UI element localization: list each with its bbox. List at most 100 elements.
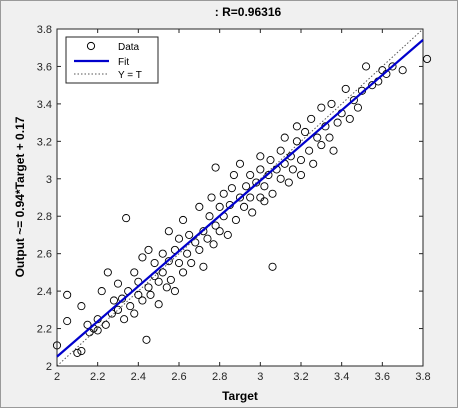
x-tick-label: 2.8 [212, 371, 227, 383]
data-point [423, 54, 432, 64]
y-tick-label: 3 [46, 174, 52, 186]
legend-data-label: Data [118, 42, 140, 53]
data-point [209, 240, 218, 249]
y-tick-label: 2.8 [37, 211, 52, 223]
data-point [205, 212, 214, 221]
data-point [317, 141, 326, 150]
data-point [309, 159, 318, 168]
data-point [327, 99, 336, 108]
x-tick-label: 3 [257, 371, 263, 383]
data-point [101, 320, 110, 329]
data-point [146, 290, 155, 299]
data-point [362, 62, 371, 71]
data-point [52, 341, 62, 350]
data-point [174, 234, 184, 243]
data-point [329, 146, 338, 155]
data-point [368, 81, 377, 90]
data-point [185, 230, 194, 239]
data-point [158, 268, 167, 277]
data-point [63, 317, 72, 326]
data-point [183, 249, 192, 258]
data-point [113, 279, 123, 288]
data-point [164, 227, 173, 236]
data-point [276, 146, 285, 155]
data-point [97, 287, 106, 296]
data-point [144, 283, 153, 292]
y-tick-label: 3.8 [37, 24, 52, 36]
data-point [73, 348, 82, 357]
data-point [164, 257, 173, 266]
data-point [268, 189, 277, 198]
data-point [77, 302, 86, 311]
data-point [120, 315, 129, 324]
legend-identity-label: Y = T [118, 70, 142, 81]
data-point [93, 326, 102, 335]
data-point [248, 208, 257, 217]
data-point [211, 221, 220, 230]
data-point [301, 127, 310, 137]
data-point [191, 238, 200, 247]
data-point [199, 262, 208, 271]
data-point [130, 268, 139, 277]
data-point [264, 170, 273, 180]
data-point [77, 346, 86, 356]
data-point [307, 114, 316, 123]
x-tick-label: 3.6 [375, 371, 390, 383]
data-point [215, 202, 224, 211]
data-point [195, 245, 204, 254]
data-point [313, 133, 322, 142]
data-point [166, 275, 175, 284]
data-point [398, 66, 407, 75]
data-point [229, 170, 238, 180]
data-point [158, 249, 167, 258]
data-point [284, 178, 293, 187]
data-point [266, 156, 275, 165]
x-tick-label: 3.8 [415, 371, 430, 383]
data-point [288, 165, 297, 174]
x-tick-label: 3.4 [334, 371, 349, 383]
data-point [215, 227, 224, 236]
data-point [353, 103, 362, 112]
x-tick-label: 2.6 [171, 371, 186, 383]
data-point [296, 156, 306, 165]
fit-line-layer [56, 39, 424, 358]
data-point [162, 283, 171, 292]
data-point [179, 215, 188, 225]
data-point [246, 193, 255, 202]
data-point [341, 84, 350, 93]
data-point [154, 277, 163, 286]
data-point [134, 290, 143, 299]
data-point [109, 296, 118, 305]
data-point [103, 268, 112, 277]
y-axis-ticks: 2 2.2 2.4 2.6 2.8 3 3.2 3.4 3.6 3.8 [37, 24, 423, 373]
y-tick-label: 2 [46, 361, 52, 373]
data-point [246, 170, 255, 180]
data-point [211, 163, 220, 172]
data-point [388, 62, 397, 71]
data-point [256, 165, 265, 174]
data-point [349, 96, 358, 105]
data-point [231, 215, 240, 225]
data-point [138, 253, 147, 262]
legend-data-marker [86, 41, 96, 51]
data-point [154, 300, 163, 309]
data-point [63, 290, 72, 299]
data-point [276, 174, 285, 183]
data-point [122, 214, 131, 223]
data-point [305, 146, 314, 155]
data-point [130, 309, 139, 318]
data-point [113, 305, 123, 314]
y-tick-label: 2.4 [37, 286, 52, 298]
data-point [195, 202, 204, 211]
data-point [207, 193, 216, 202]
data-point [260, 182, 269, 191]
data-point [219, 189, 228, 198]
data-point [187, 258, 196, 268]
x-tick-label: 2.2 [90, 371, 105, 383]
legend-fit-label: Fit [118, 57, 129, 68]
data-point [280, 133, 289, 142]
data-point [223, 230, 232, 239]
y-tick-label: 3.4 [37, 99, 52, 111]
data-point [142, 335, 151, 344]
data-point [203, 234, 212, 243]
